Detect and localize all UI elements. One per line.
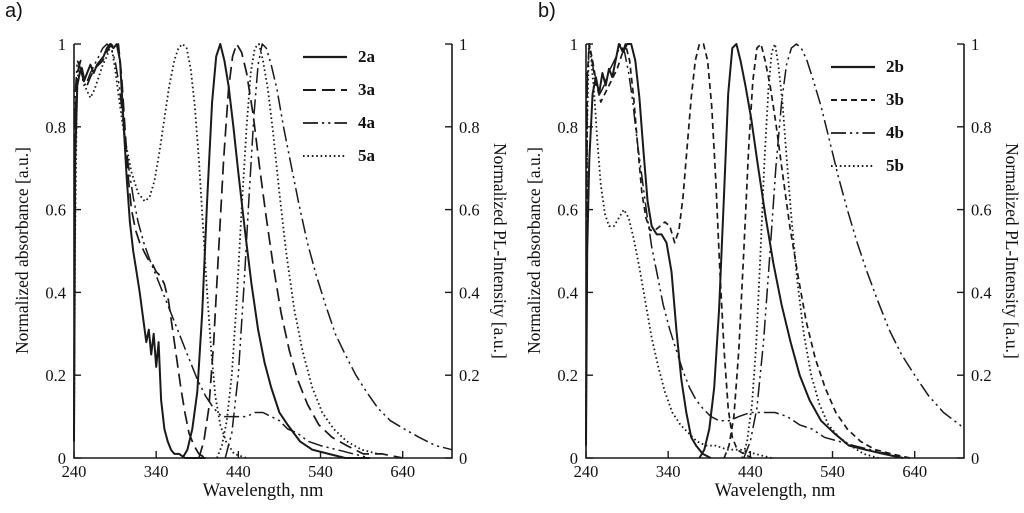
y-left-tick-label: 0 bbox=[58, 449, 66, 468]
x-axis-tick-label: 340 bbox=[656, 462, 681, 481]
x-axis-label-b: Wavelength, nm bbox=[714, 481, 836, 501]
y-left-tick-label: 0.2 bbox=[45, 366, 66, 385]
y-axis-label-right-b: Normalized PL-Intensity [a.u.] bbox=[1002, 143, 1022, 359]
legend-item-label: 5b bbox=[886, 155, 904, 175]
series-3a-emission bbox=[198, 43, 403, 459]
y-left-tick-label: 0.6 bbox=[557, 201, 578, 220]
x-axis-tick-label: 340 bbox=[144, 462, 169, 481]
axes-frame bbox=[73, 44, 453, 459]
legend-item-label: 3b bbox=[886, 89, 904, 109]
x-axis-tick-label: 640 bbox=[390, 462, 415, 481]
y-right-tick-label: 0.2 bbox=[459, 366, 480, 385]
legend-a: 2a 3a 4a 5a bbox=[302, 46, 375, 165]
panel-b: b) Normalized absorbance [a.u.] Normaliz… bbox=[512, 0, 1024, 513]
legend-line-sample-icon bbox=[831, 65, 875, 68]
series-4b-emission bbox=[743, 43, 965, 459]
x-axis-tick-label: 540 bbox=[820, 462, 845, 481]
y-left-tick-label: 0.8 bbox=[45, 118, 66, 137]
x-axis-tick-label: 440 bbox=[226, 462, 251, 481]
y-left-tick-label: 0.6 bbox=[45, 201, 66, 220]
legend-line-sample-icon bbox=[831, 131, 875, 134]
y-left-tick-label: 0.2 bbox=[557, 366, 578, 385]
y-left-tick-label: 0.4 bbox=[45, 283, 66, 302]
series-2b-absorbance bbox=[585, 43, 712, 459]
x-axis-tick-label: 240 bbox=[62, 462, 87, 481]
panel-label-a: a) bbox=[5, 0, 23, 22]
y-right-tick-label: 0.6 bbox=[971, 201, 992, 220]
legend-item-2a: 2a bbox=[302, 46, 375, 66]
y-left-tick-label: 0.8 bbox=[557, 118, 578, 137]
y-left-tick-label: 0 bbox=[570, 449, 578, 468]
legend-item-4a: 4a bbox=[302, 112, 375, 132]
legend-line-sample-icon bbox=[831, 98, 875, 101]
panel-label-b: b) bbox=[538, 0, 556, 22]
y-left-tick-label: 0.4 bbox=[557, 283, 578, 302]
x-axis-tick-label: 440 bbox=[738, 462, 763, 481]
y-right-tick-label: 0 bbox=[971, 449, 979, 468]
x-axis-tick-label: 640 bbox=[902, 462, 927, 481]
legend-item-3b: 3b bbox=[830, 89, 904, 109]
y-right-tick-label: 0.4 bbox=[459, 283, 480, 302]
legend-item-5a: 5a bbox=[302, 145, 375, 165]
legend-item-5b: 5b bbox=[830, 155, 904, 175]
legend-item-label: 2b bbox=[886, 56, 904, 76]
y-axis-label-right-a: Normalized PL-Intensity [a.u.] bbox=[490, 143, 510, 359]
y-right-tick-label: 1 bbox=[971, 35, 979, 54]
y-right-tick-label: 0.8 bbox=[971, 118, 992, 137]
axes-frame bbox=[585, 44, 965, 459]
series-2b-emission bbox=[698, 43, 904, 459]
series-3a-absorbance bbox=[73, 43, 206, 459]
legend-item-label: 4b bbox=[886, 122, 904, 142]
legend-item-2b: 2b bbox=[830, 56, 904, 76]
series-4b-absorbance bbox=[585, 43, 889, 455]
y-right-tick-label: 0 bbox=[459, 449, 467, 468]
legend-line-sample-icon bbox=[303, 121, 347, 124]
series-4a-emission bbox=[224, 43, 453, 459]
legend-item-label: 4a bbox=[358, 112, 375, 132]
y-right-tick-label: 0.2 bbox=[971, 366, 992, 385]
y-right-tick-label: 0.4 bbox=[971, 283, 992, 302]
series-4a-absorbance bbox=[73, 43, 370, 459]
series-5b-absorbance bbox=[585, 43, 772, 459]
legend-line-sample-icon bbox=[303, 88, 347, 91]
y-left-tick-label: 1 bbox=[58, 35, 66, 54]
legend-line-sample-icon bbox=[303, 154, 347, 157]
legend-line-sample-icon bbox=[303, 55, 347, 58]
legend-item-label: 5a bbox=[358, 145, 375, 165]
series-2a-absorbance bbox=[73, 43, 206, 459]
y-right-tick-label: 1 bbox=[459, 35, 467, 54]
legend-line-sample-icon bbox=[831, 164, 875, 167]
spectra-plot-b: 240 340 440 540 640 0 0 0.2 0.2 0.4 0.4 0.6 0.6 0.8 0.… bbox=[557, 35, 992, 481]
series-5a-absorbance bbox=[73, 43, 247, 459]
legend-item-3a: 3a bbox=[302, 79, 375, 99]
legend-b: 2b 3b 4b 5b bbox=[830, 56, 904, 175]
y-right-tick-label: 0.8 bbox=[459, 118, 480, 137]
legend-item-label: 2a bbox=[358, 46, 375, 66]
legend-item-label: 3a bbox=[358, 79, 375, 99]
y-left-tick-label: 1 bbox=[570, 35, 578, 54]
panel-a: a) Normalized absorbance [a.u.] Normaliz… bbox=[5, 0, 510, 501]
legend-item-4b: 4b bbox=[830, 122, 904, 142]
x-axis-tick-label: 540 bbox=[308, 462, 333, 481]
series-3b-emission bbox=[723, 43, 910, 459]
x-axis-label-a: Wavelength, nm bbox=[202, 481, 324, 501]
x-axis-tick-label: 240 bbox=[574, 462, 599, 481]
series-5b-emission bbox=[741, 43, 879, 459]
series-3b-absorbance bbox=[585, 43, 753, 459]
spectra-plot-a: 240 340 440 540 640 0 0 0.2 0.2 0.4 0.4 0.6 0.6 0.8 0.… bbox=[45, 35, 480, 481]
y-right-tick-label: 0.6 bbox=[459, 201, 480, 220]
series-2a-emission bbox=[181, 43, 370, 459]
